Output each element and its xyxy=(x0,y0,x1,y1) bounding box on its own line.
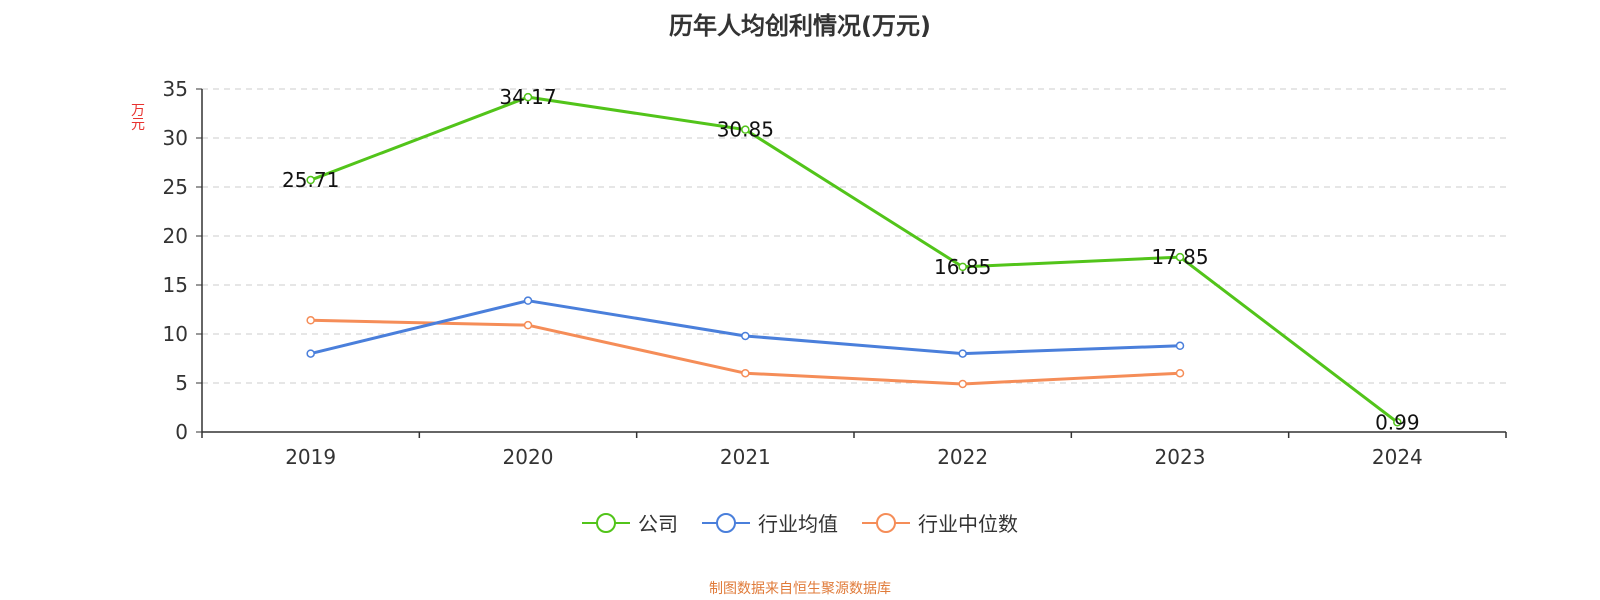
data-point-1 xyxy=(1175,341,1185,351)
data-source-note: 制图数据来自恒生聚源数据库 xyxy=(709,581,891,597)
data-point-2 xyxy=(958,379,967,389)
x-tick-label: 2022 xyxy=(937,445,988,469)
series-line-1 xyxy=(310,299,1181,356)
data-point-0 xyxy=(1393,418,1402,427)
legend-item-company[interactable]: 公司 xyxy=(582,508,678,537)
y-tick-label: 20 xyxy=(163,224,188,248)
data-point-2 xyxy=(523,320,533,330)
x-tick-label: 2020 xyxy=(503,445,554,469)
data-point-0 xyxy=(523,92,533,102)
y-tick-label: 5 xyxy=(175,371,188,395)
data-label: 34.17 xyxy=(499,85,556,109)
legend: 公司 行业均值 行业中位数 xyxy=(0,508,1600,537)
legend-label-industry-median: 行业中位数 xyxy=(918,512,1018,536)
data-label: 17.85 xyxy=(1151,245,1208,269)
data-label: 25.71 xyxy=(282,168,339,192)
legend-marker-industry-median-icon xyxy=(862,512,910,533)
y-axis-label: 万元 xyxy=(131,103,145,133)
y-tick-label: 30 xyxy=(163,126,188,150)
series-line-0 xyxy=(310,95,1399,424)
y-tick-label: 10 xyxy=(163,322,188,346)
y-tick-label: 35 xyxy=(163,77,188,101)
data-label: 0.99 xyxy=(1375,410,1420,434)
data-label: 30.85 xyxy=(717,118,774,142)
data-point-0 xyxy=(741,125,750,134)
data-point-1 xyxy=(741,331,750,341)
data-point-2 xyxy=(1175,368,1185,378)
x-tick-label: 2021 xyxy=(720,445,771,469)
legend-label-industry-mean: 行业均值 xyxy=(758,512,838,536)
y-tick-label: 0 xyxy=(175,420,188,444)
data-point-2 xyxy=(741,368,750,378)
data-point-1 xyxy=(958,349,967,358)
x-tick-label: 2024 xyxy=(1372,445,1423,469)
data-point-0 xyxy=(306,175,315,185)
chart-title: 历年人均创利情况(万元) xyxy=(669,12,931,40)
data-point-1 xyxy=(306,349,315,358)
data-point-1 xyxy=(523,296,533,305)
data-point-2 xyxy=(306,316,315,325)
x-tick-label: 2019 xyxy=(285,445,336,469)
legend-marker-company-icon xyxy=(582,512,630,533)
x-tick-label: 2023 xyxy=(1155,445,1206,469)
data-point-0 xyxy=(958,262,967,272)
legend-label-company: 公司 xyxy=(638,512,678,536)
legend-item-industry-mean[interactable]: 行业均值 xyxy=(702,508,838,537)
y-tick-label: 25 xyxy=(163,175,188,199)
legend-marker-industry-mean-icon xyxy=(702,512,750,533)
data-point-0 xyxy=(1175,252,1185,262)
data-label: 16.85 xyxy=(934,255,991,279)
legend-item-industry-median[interactable]: 行业中位数 xyxy=(862,508,1018,537)
y-tick-label: 15 xyxy=(163,273,188,297)
